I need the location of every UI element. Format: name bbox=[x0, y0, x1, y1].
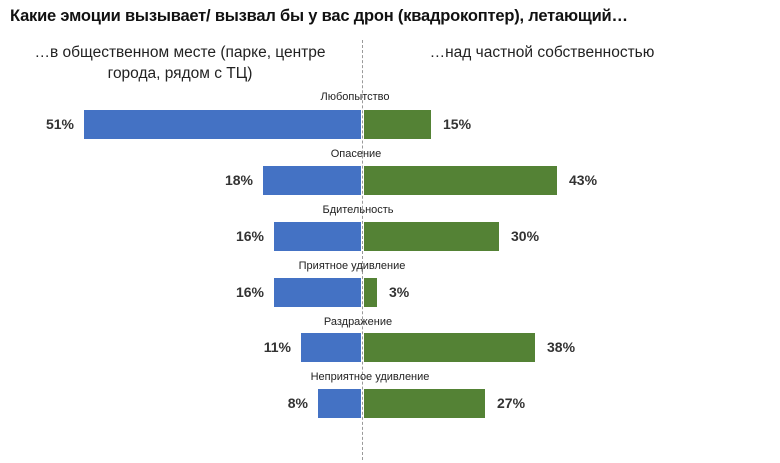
bar-private-property bbox=[364, 166, 557, 195]
left-series-heading: …в общественном месте (парке, центре гор… bbox=[34, 44, 326, 82]
value-label-private-property: 38% bbox=[547, 339, 576, 355]
chart-title: Какие эмоции вызывает/ вызвал бы у вас д… bbox=[10, 7, 628, 25]
value-label-private-property: 43% bbox=[569, 172, 598, 188]
center-divider bbox=[362, 40, 363, 460]
value-label-public-place: 16% bbox=[235, 284, 264, 300]
category-label: Приятное удивление bbox=[298, 260, 406, 272]
right-series-heading: …над частной собственностью bbox=[429, 44, 655, 61]
bar-public-place bbox=[274, 222, 361, 251]
value-label-public-place: 51% bbox=[45, 116, 74, 132]
bar-private-property bbox=[364, 333, 535, 362]
category-label: Раздражение bbox=[323, 316, 393, 328]
value-label-private-property: 27% bbox=[497, 395, 526, 411]
bar-public-place bbox=[301, 333, 361, 362]
value-label-public-place: 16% bbox=[235, 228, 264, 244]
category-label: Бдительность bbox=[322, 204, 394, 216]
bar-public-place bbox=[318, 389, 361, 418]
bar-public-place bbox=[84, 110, 361, 139]
value-label-private-property: 30% bbox=[511, 228, 540, 244]
bar-private-property bbox=[364, 222, 499, 251]
bar-public-place bbox=[274, 278, 361, 307]
bar-public-place bbox=[263, 166, 361, 195]
value-label-public-place: 11% bbox=[263, 339, 291, 355]
bar-private-property bbox=[364, 389, 485, 418]
value-label-private-property: 15% bbox=[443, 116, 472, 132]
value-label-public-place: 8% bbox=[287, 395, 308, 411]
category-label: Неприятное удивление bbox=[310, 371, 430, 383]
category-label: Любопытство bbox=[320, 91, 390, 103]
bar-private-property bbox=[364, 278, 377, 307]
value-label-public-place: 18% bbox=[224, 172, 253, 188]
bar-private-property bbox=[364, 110, 431, 139]
category-label: Опасение bbox=[330, 148, 382, 160]
value-label-private-property: 3% bbox=[389, 284, 410, 300]
